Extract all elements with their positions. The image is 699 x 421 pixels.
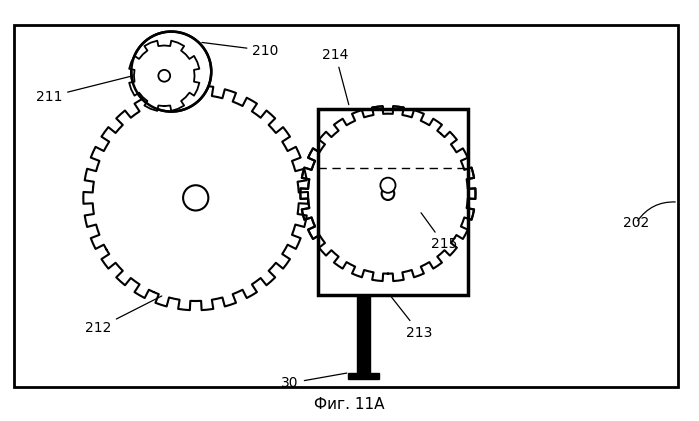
Circle shape <box>380 178 396 193</box>
Bar <box>318 109 468 295</box>
Text: 30: 30 <box>281 373 347 390</box>
Circle shape <box>131 32 211 112</box>
Text: 211: 211 <box>36 77 130 104</box>
Text: 214: 214 <box>322 48 349 105</box>
Text: 215: 215 <box>421 213 457 251</box>
Polygon shape <box>129 41 199 111</box>
Bar <box>357 295 370 373</box>
Polygon shape <box>301 106 475 281</box>
Polygon shape <box>83 85 308 310</box>
Circle shape <box>183 185 208 210</box>
Text: Фиг. 11A: Фиг. 11A <box>315 397 384 412</box>
Circle shape <box>159 70 170 82</box>
Text: 202: 202 <box>623 216 649 230</box>
Text: 210: 210 <box>202 43 279 58</box>
Bar <box>318 109 468 295</box>
Text: 213: 213 <box>389 295 433 340</box>
Bar <box>347 373 379 379</box>
Text: 212: 212 <box>85 296 161 336</box>
Circle shape <box>382 187 394 200</box>
Bar <box>14 25 678 387</box>
Circle shape <box>382 187 394 200</box>
